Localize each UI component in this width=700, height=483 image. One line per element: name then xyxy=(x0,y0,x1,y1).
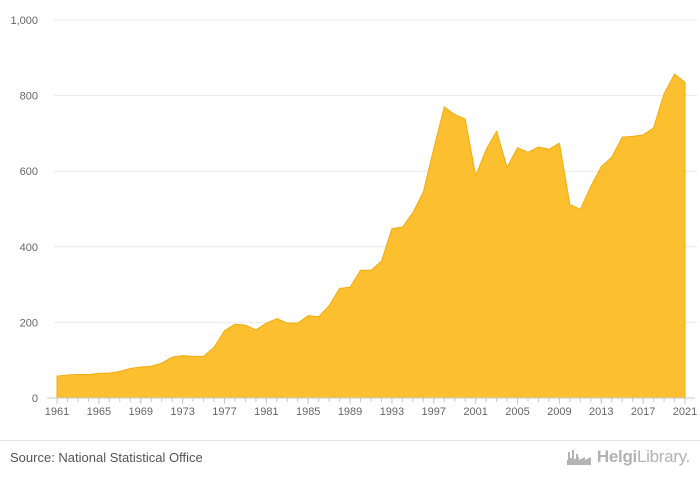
x-tick-label: 1969 xyxy=(128,406,152,418)
y-tick-label: 400 xyxy=(20,242,38,254)
y-tick-label: 200 xyxy=(20,317,38,329)
x-tick-label: 2021 xyxy=(673,406,697,418)
area-series xyxy=(56,73,686,399)
x-tick-label: 1989 xyxy=(338,406,362,418)
x-tick-label: 1961 xyxy=(45,406,69,418)
footer-divider xyxy=(0,440,700,441)
y-tick-label: 0 xyxy=(32,393,38,405)
x-tick-label: 1985 xyxy=(296,406,320,418)
x-tick-label: 1981 xyxy=(254,406,278,418)
x-tick-label: 2001 xyxy=(463,406,487,418)
area-chart: 0 200 400 600 800 1,000 1961 1965 1969 1973 1977 19… xyxy=(10,15,697,418)
brand-name-rest: Library. xyxy=(636,447,690,466)
x-tick-label: 1997 xyxy=(422,406,446,418)
brand-logo[interactable]: Helgi Library. xyxy=(566,447,690,467)
x-tick-label: 2017 xyxy=(631,406,655,418)
x-tick-label: 2005 xyxy=(505,406,529,418)
x-tick-label: 1993 xyxy=(380,406,404,418)
y-tick-label: 1,000 xyxy=(10,15,38,27)
x-tick-label: 2013 xyxy=(589,406,613,418)
chart-area: 0 200 400 600 800 1,000 1961 1965 1969 1973 1977 19… xyxy=(10,15,697,418)
source-note: Source: National Statistical Office xyxy=(10,450,203,465)
factory-icon xyxy=(566,450,591,465)
brand-name-bold: Helgi xyxy=(596,447,637,466)
y-tick-label: 800 xyxy=(20,91,38,103)
x-tick-label: 1965 xyxy=(87,406,111,418)
x-tick-label: 2009 xyxy=(547,406,571,418)
x-tick-label: 1973 xyxy=(170,406,194,418)
y-tick-label: 600 xyxy=(20,166,38,178)
x-tick-label: 1977 xyxy=(212,406,236,418)
